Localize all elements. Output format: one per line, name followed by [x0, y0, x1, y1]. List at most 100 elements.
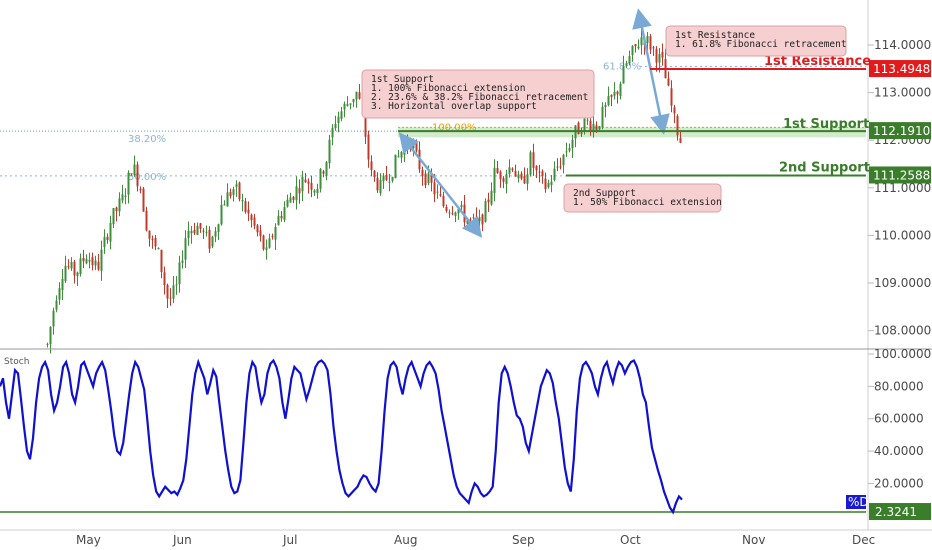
candle-body [223, 204, 226, 206]
candle-body [412, 144, 415, 149]
price-tag-label: 112.1910 [873, 124, 930, 138]
candle-body [658, 53, 661, 63]
candle-body [280, 216, 283, 219]
candle-body [292, 196, 295, 200]
candle-body [64, 265, 67, 282]
x-tick-label: May [76, 533, 101, 547]
candle-body [628, 56, 631, 64]
candle-body [106, 236, 109, 241]
candle-body [481, 214, 484, 225]
stochastic-pane[interactable]: Stoch 100.0000 80.0000 60.0000 40.0000 20.00… [0, 347, 931, 521]
candle-body [301, 176, 304, 192]
stoch-tick-label: 40.0000 [874, 444, 924, 458]
candle-body [250, 214, 253, 221]
candle-body [538, 171, 541, 173]
candle-body [259, 230, 262, 237]
candle-body [67, 266, 70, 268]
x-tick-label: Jun [172, 533, 192, 547]
candle-body [121, 194, 124, 201]
candle-body [523, 176, 526, 184]
candle-body [580, 132, 583, 134]
candle-body [73, 261, 76, 276]
candle-body [151, 239, 154, 241]
candle-body [460, 205, 463, 208]
candle-body [178, 262, 181, 285]
candle-body [160, 249, 163, 272]
candle-body [679, 138, 682, 143]
candle-body [370, 161, 373, 171]
candle-body [124, 195, 127, 197]
candle-body [424, 173, 427, 185]
x-tick-label: Oct [620, 533, 641, 547]
candle-body [52, 310, 55, 327]
candle-body [544, 178, 547, 190]
candle-body [490, 190, 493, 205]
candle-body [58, 288, 61, 300]
wave-arrow [632, 8, 670, 135]
candle-body [391, 176, 394, 181]
candle-body [94, 260, 97, 266]
candle-body [199, 223, 202, 229]
candle-body [220, 204, 223, 225]
candle-body [340, 111, 343, 119]
candle-body [283, 207, 286, 220]
x-tick-label: Aug [394, 533, 417, 547]
candle-body [313, 190, 316, 193]
price-tick-label: 111.0000 [874, 181, 931, 195]
price-tick-label: 108.0000 [874, 324, 931, 338]
candle-body [274, 226, 277, 240]
level-label: 1st Support [783, 117, 869, 132]
candle-body [640, 37, 643, 46]
candle-body [610, 94, 613, 97]
x-tick-label: Nov [742, 533, 765, 547]
candle-body [436, 191, 439, 193]
candle-body [229, 192, 232, 197]
price-tick-label: 110.0000 [874, 228, 931, 242]
candle-body [55, 300, 58, 310]
candle-body [88, 259, 91, 262]
candle-body [397, 156, 400, 158]
candle-body [526, 174, 529, 184]
candle-body [256, 225, 259, 233]
candle-body [226, 192, 229, 207]
wave-arrow [398, 132, 483, 238]
candle-body [91, 257, 94, 266]
candle-body [127, 172, 130, 195]
candle-body [61, 278, 64, 291]
candle-body [568, 148, 571, 151]
candle-body [268, 238, 271, 248]
callout-text: 1. 50% Fibonacci extension [573, 197, 722, 208]
candle-body [196, 225, 199, 235]
stoch-title: Stoch [4, 357, 29, 367]
price-pane[interactable]: 108.0000109.0000110.0000111.0000112.0000… [0, 0, 931, 530]
candle-body [589, 120, 592, 131]
x-tick-label: Sep [512, 533, 535, 547]
candle-body [310, 183, 313, 190]
candle-body [652, 47, 655, 49]
candle-body [295, 186, 298, 201]
candle-body [577, 122, 580, 135]
candle-body [79, 258, 82, 275]
candle-body [487, 199, 490, 203]
candle-body [304, 179, 307, 183]
candle-body [493, 167, 496, 193]
candle-body [208, 229, 211, 249]
candle-body [322, 171, 325, 174]
callout-text: 1st Resistance [675, 30, 755, 41]
candle-body [676, 115, 679, 136]
candle-body [586, 119, 589, 121]
candle-body [331, 127, 334, 138]
candle-body [478, 217, 481, 222]
candle-body [529, 152, 532, 175]
candle-body [475, 216, 478, 221]
candle-body [496, 167, 499, 173]
candle-body [190, 230, 193, 234]
price-tag-label: 113.4948 [873, 62, 930, 76]
candle-body [136, 164, 139, 187]
candle-body [373, 170, 376, 178]
candle-body [244, 201, 247, 213]
candle-body [253, 217, 256, 226]
candle-body [499, 171, 502, 180]
callout-text: 2. 23.6% & 38.2% Fibonacci retracement [371, 92, 588, 103]
